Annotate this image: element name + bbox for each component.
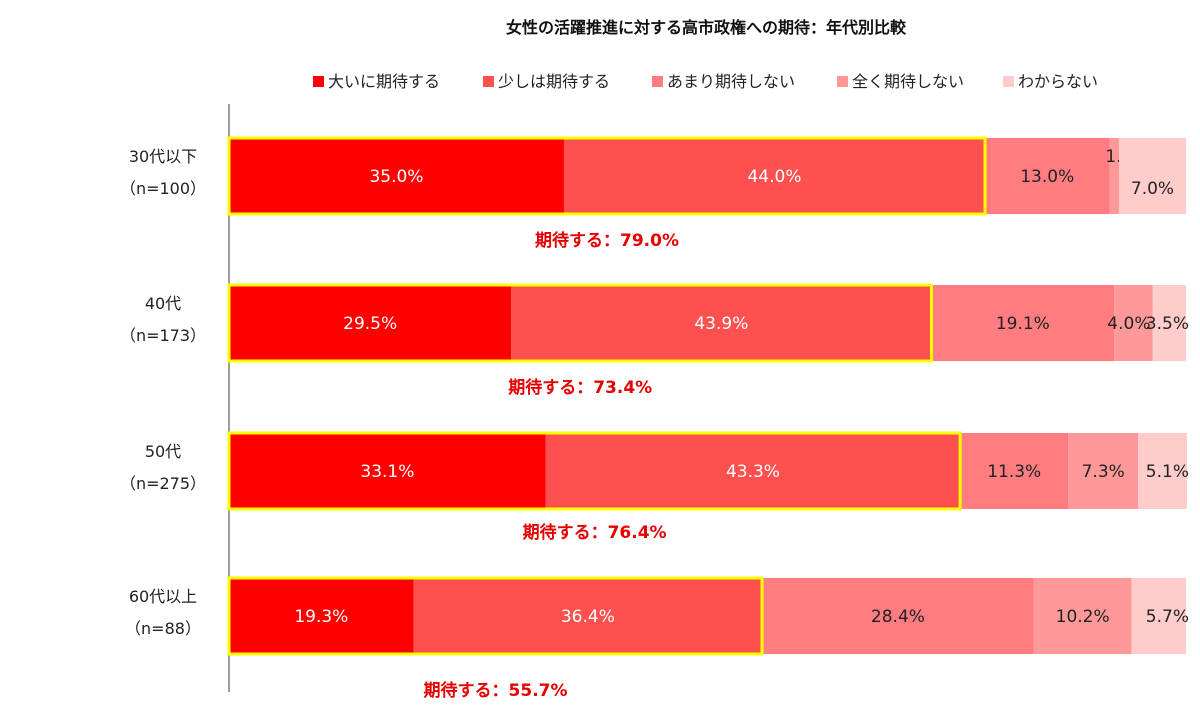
bar-segment <box>229 138 564 214</box>
bar-segment <box>511 285 932 361</box>
bar-segment <box>413 578 763 654</box>
data-label: 33.1% <box>360 462 414 482</box>
legend: 大いに期待する 少しは期待する あまり期待しない 全く期待しない わからない <box>313 68 1173 92</box>
legend-label-series-4: 全く期待しない <box>852 72 965 91</box>
bar-segment <box>545 433 961 509</box>
data-label: 7.0% <box>1131 179 1174 199</box>
legend-item-series-3: あまり期待しない <box>652 68 795 92</box>
bar-segment <box>1131 578 1186 654</box>
bar-segment <box>1109 138 1120 214</box>
legend-label-series-5: わからない <box>1018 72 1099 91</box>
legend-label-series-1: 大いに期待する <box>328 72 441 91</box>
legend-swatch-series-5 <box>1003 76 1014 87</box>
data-label: 28.4% <box>871 607 925 627</box>
expect-total-label: 期待する：55.7% <box>424 680 568 701</box>
legend-item-series-4: 全く期待しない <box>837 68 964 92</box>
data-label: 5.1% <box>1146 462 1189 482</box>
data-label: 43.9% <box>694 314 748 334</box>
chart-title: 女性の活躍推進に対する高市政権への期待：年代別比較 <box>505 18 906 37</box>
bar-segment <box>985 138 1110 214</box>
bar-segment <box>1033 578 1132 654</box>
expect-total-label: 期待する：73.4% <box>508 377 652 398</box>
data-label: 43.3% <box>726 462 780 482</box>
legend-item-series-5: わからない <box>1003 68 1098 92</box>
highlight-box <box>227 283 933 363</box>
bar-segment <box>563 138 986 214</box>
bar-segment <box>229 285 512 361</box>
expect-total-label: 期待する：79.0% <box>535 230 679 251</box>
bar-segment <box>931 285 1115 361</box>
data-label: 7.3% <box>1082 462 1125 482</box>
legend-swatch-series-1 <box>313 76 324 87</box>
bar-segment <box>960 433 1069 509</box>
bar-segment <box>1114 285 1153 361</box>
data-label: 19.1% <box>996 314 1050 334</box>
data-label: 11.3% <box>987 462 1041 482</box>
bar-segment <box>229 433 546 509</box>
data-label: 36.4% <box>561 607 615 627</box>
data-label: 3.5% <box>1146 314 1189 334</box>
highlight-box <box>227 136 987 216</box>
legend-swatch-series-4 <box>837 76 848 87</box>
category-label: 30代以下 <box>129 147 197 166</box>
bar-segment <box>762 578 1034 654</box>
bar-segment <box>1119 138 1186 214</box>
legend-swatch-series-3 <box>652 76 663 87</box>
category-n-label: （n=100） <box>120 179 206 198</box>
bar-segment <box>1068 433 1139 509</box>
category-n-label: （n=275） <box>120 474 206 493</box>
data-label: 35.0% <box>369 167 423 187</box>
legend-item-series-1: 大いに期待する <box>313 68 440 92</box>
legend-item-series-2: 少しは期待する <box>483 68 610 92</box>
data-label: 4.0% <box>1107 314 1150 334</box>
category-label: 50代 <box>145 442 181 461</box>
category-n-label: （n=173） <box>120 326 206 345</box>
highlight-box <box>227 576 764 656</box>
category-n-label: （n=88） <box>125 619 201 638</box>
data-label: 5.7% <box>1146 607 1189 627</box>
data-label: 13.0% <box>1020 167 1074 187</box>
bar-segment <box>1152 285 1186 361</box>
bar-segment <box>1138 433 1187 509</box>
data-label: 44.0% <box>747 167 801 187</box>
legend-swatch-series-2 <box>483 76 494 87</box>
legend-label-series-3: あまり期待しない <box>667 72 796 91</box>
category-label: 60代以上 <box>129 587 197 606</box>
expect-total-label: 期待する：76.4% <box>523 522 667 543</box>
bar-segment <box>229 578 414 654</box>
legend-label-series-2: 少しは期待する <box>498 72 611 91</box>
data-label: 29.5% <box>343 314 397 334</box>
data-label: 10.2% <box>1056 607 1110 627</box>
data-label: 19.3% <box>294 607 348 627</box>
category-label: 40代 <box>145 294 181 313</box>
highlight-box <box>227 431 962 511</box>
